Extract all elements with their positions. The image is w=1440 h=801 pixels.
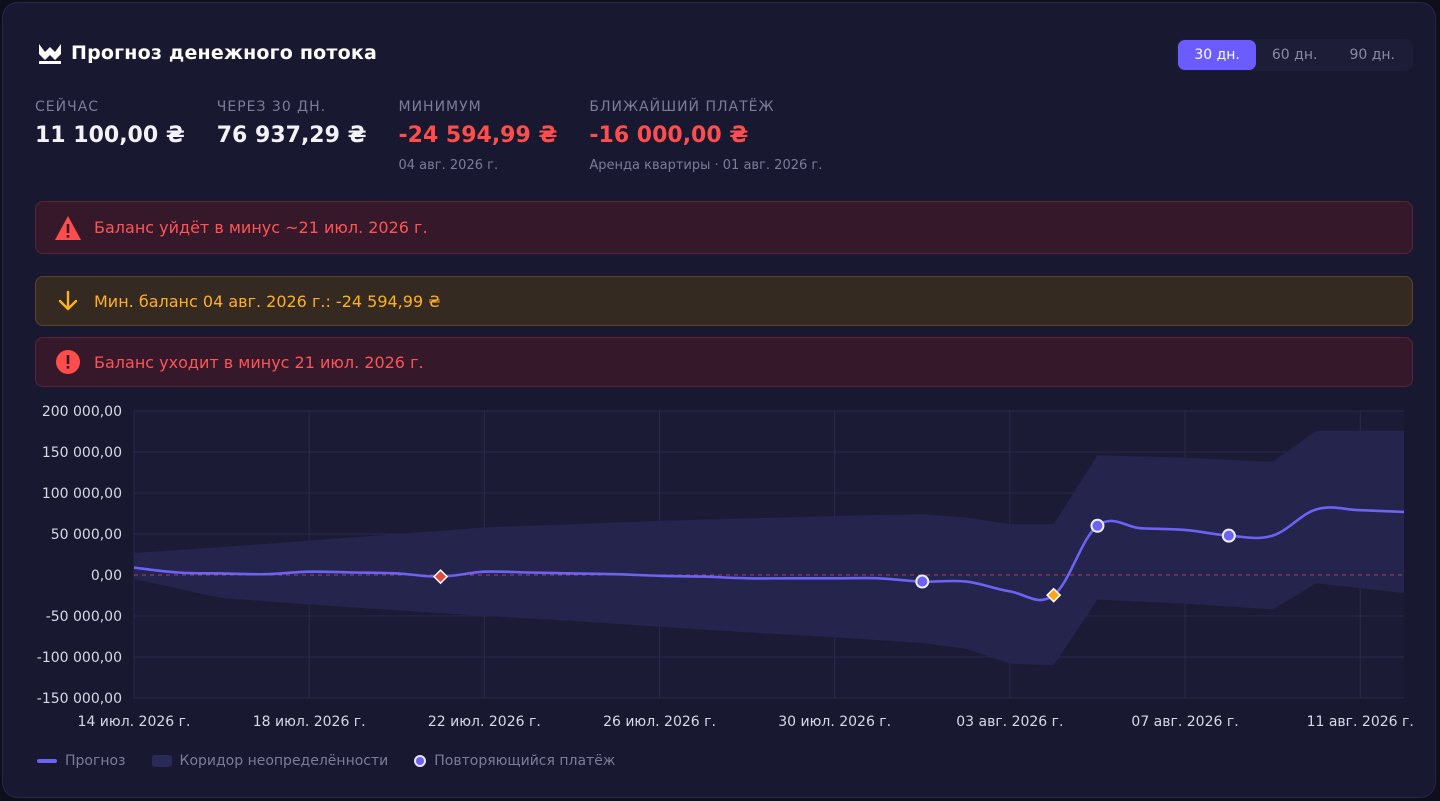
y-tick-label: 200 000,00 [42, 404, 122, 420]
alert-text: Баланс уйдёт в минус ~21 июл. 2026 г. [94, 218, 428, 237]
legend-line-swatch [37, 759, 57, 763]
stat-label: СЕЙЧАС [35, 99, 100, 115]
x-tick-label: 30 июл. 2026 г. [778, 714, 891, 730]
diamond-marker [432, 569, 449, 585]
range-30-button[interactable]: 30 дн. [1178, 40, 1256, 70]
legend-label: Прогноз [65, 753, 126, 769]
range-90-button[interactable]: 90 дн. [1349, 47, 1395, 63]
y-tick-label: 150 000,00 [42, 445, 122, 461]
y-tick-label: 100 000,00 [42, 486, 122, 502]
card-header: Прогноз денежного потока [37, 41, 377, 65]
legend-uncertainty-band[interactable]: Коридор неопределённости [151, 753, 389, 769]
legend-forecast[interactable]: Прогноз [37, 753, 126, 769]
page-title: Прогноз денежного потока [71, 42, 378, 64]
stat-date: 04 авг. 2026 г. [398, 158, 499, 173]
range-60-button[interactable]: 60 дн. [1271, 47, 1318, 63]
stat-value: -16 000,00 ₴ [589, 123, 749, 148]
legend-recurring-payment[interactable]: Повторяющийся платёж [414, 753, 615, 769]
legend-band-swatch [151, 755, 172, 767]
error-circle-icon [54, 348, 82, 376]
x-tick-label: 03 авг. 2026 г. [956, 714, 1063, 730]
range-switch: 30 дн. 60 дн. 90 дн. [1176, 39, 1413, 71]
legend-label: Коридор неопределённости [179, 753, 389, 769]
legend-label: Повторяющийся платёж [434, 753, 616, 769]
x-tick-label: 07 авг. 2026 г. [1131, 714, 1238, 730]
forecast-chart-svg: 200 000,00 150 000,00 100 000,00 50 000,00 0… [37, 404, 1414, 730]
alert-text: Мин. баланс 04 авг. 2026 г.: -24 594,99 … [94, 291, 441, 311]
y-tick-label: 50 000,00 [51, 527, 122, 543]
stat-value: 11 100,00 ₴ [35, 123, 185, 148]
arrow-down-icon [54, 287, 82, 315]
y-tick-label: -100 000,00 [37, 650, 122, 666]
y-tick-label: 0,00 [91, 568, 122, 584]
stat-value: 76 937,29 ₴ [216, 123, 367, 148]
x-tick-label: 26 июл. 2026 г. [603, 714, 716, 730]
recurring-payment-marker [1090, 518, 1105, 533]
legend-dot-swatch [414, 755, 427, 767]
x-tick-label: 22 июл. 2026 г. [428, 714, 541, 730]
stats-row: СЕЙЧАС 11 100,00 ₴ ЧЕРЕЗ 30 ДН. 76 937,2… [35, 99, 854, 173]
uncertainty-band [134, 430, 1404, 666]
x-tick-label: 14 июл. 2026 г. [78, 714, 191, 730]
stat-next-payment: БЛИЖАЙШИЙ ПЛАТЁЖ -16 000,00 ₴ Аренда ква… [589, 99, 822, 173]
stat-in-30-days: ЧЕРЕЗ 30 ДН. 76 937,29 ₴ [217, 99, 367, 173]
chart-logo-icon [39, 44, 61, 64]
x-tick-label: 11 авг. 2026 г. [1307, 714, 1414, 730]
stat-minimum: МИНИМУМ -24 594,99 ₴ 04 авг. 2026 г. [399, 99, 558, 173]
forecast-line [133, 506, 1405, 602]
y-tick-label: -50 000,00 [46, 609, 122, 625]
alert-negative-forecast: Баланс уйдёт в минус ~21 июл. 2026 г. [35, 201, 1413, 254]
stat-value: -24 594,99 ₴ [398, 123, 558, 148]
forecast-chart: 200 000,00 150 000,00 100 000,00 50 000,00 0… [3, 398, 1435, 738]
diamond-marker [1046, 587, 1062, 603]
recurring-payment-marker [1221, 528, 1236, 543]
stat-label: МИНИМУМ [398, 99, 482, 115]
x-tick-label: 18 июл. 2026 г. [253, 714, 366, 730]
alert-goes-negative: Баланс уходит в минус 21 июл. 2026 г. [35, 337, 1413, 387]
chart-legend: Прогноз Коридор неопределённости Повторя… [37, 753, 641, 769]
y-tick-label: -150 000,00 [37, 691, 122, 707]
recurring-payment-marker [915, 574, 930, 589]
stat-label: БЛИЖАЙШИЙ ПЛАТЁЖ [589, 99, 775, 115]
alert-minimum-balance: Мин. баланс 04 авг. 2026 г.: -24 594,99 … [35, 276, 1413, 326]
stat-label: ЧЕРЕЗ 30 ДН. [216, 99, 327, 115]
warning-triangle-icon [54, 214, 82, 242]
alert-text: Баланс уходит в минус 21 июл. 2026 г. [94, 352, 424, 372]
stat-detail: Аренда квартиры · 01 авг. 2026 г. [589, 158, 823, 173]
stat-now: СЕЙЧАС 11 100,00 ₴ [35, 99, 185, 173]
